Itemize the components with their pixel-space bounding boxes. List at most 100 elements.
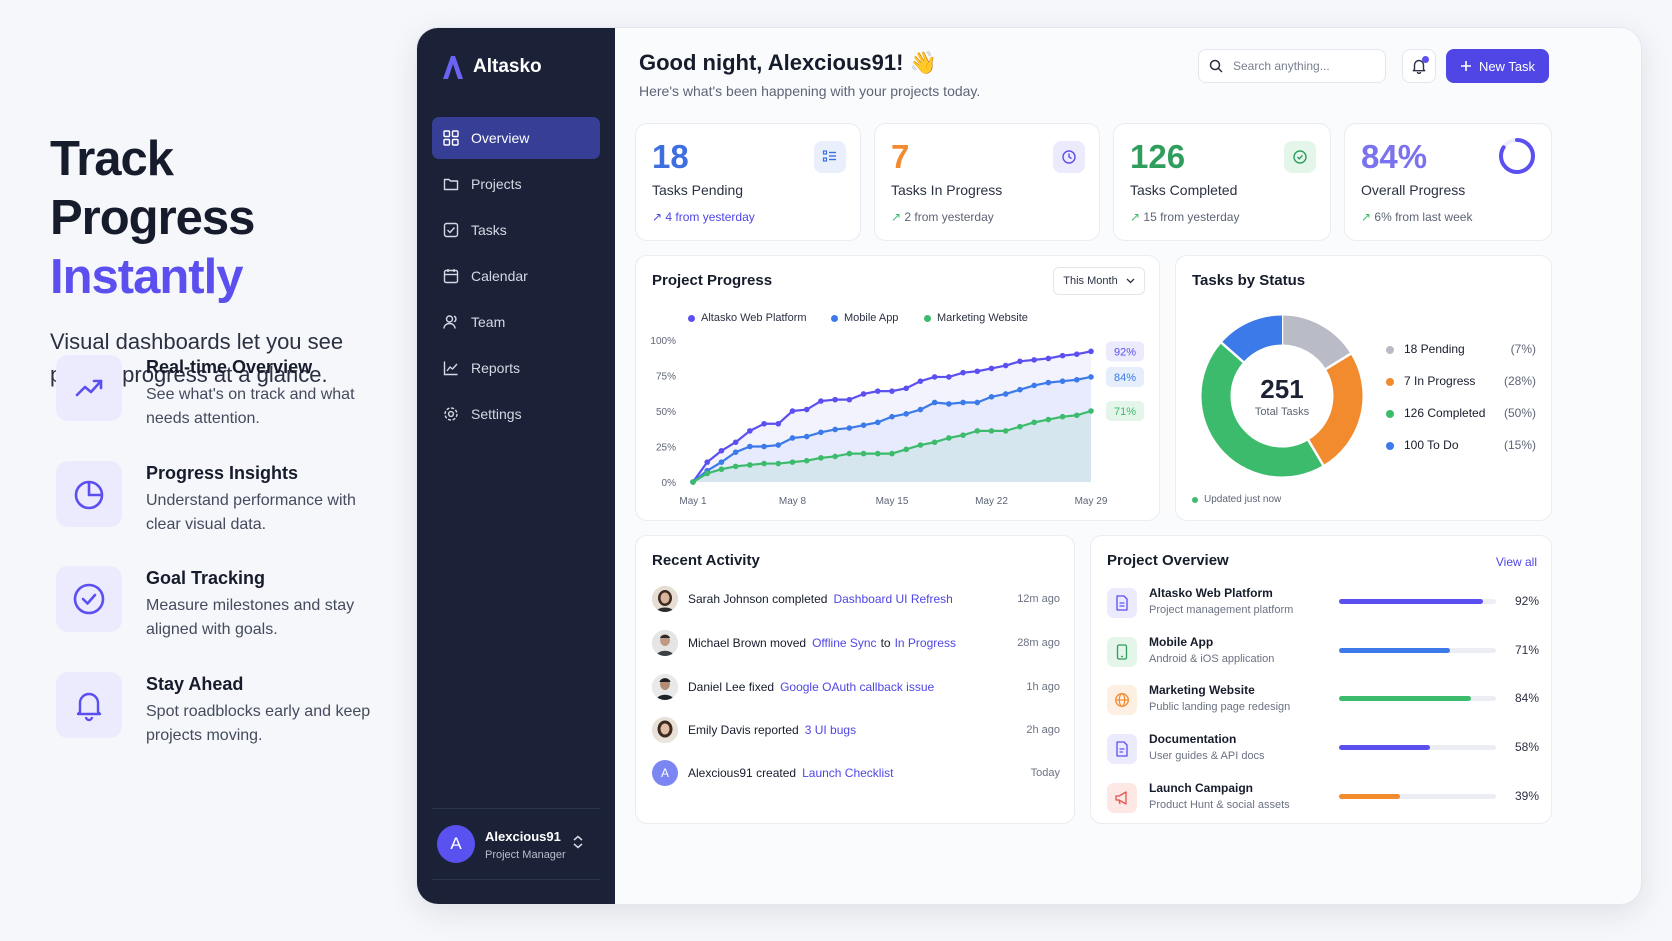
- gear-icon: [444, 407, 458, 421]
- phone-icon: [1107, 637, 1137, 667]
- activity-item[interactable]: Daniel Lee fixed Google OAuth callback is…: [652, 672, 1060, 702]
- feature-title: Goal Tracking: [146, 568, 266, 588]
- activity-action: completed: [772, 592, 828, 606]
- sidebar-item-reports[interactable]: Reports: [432, 347, 600, 389]
- project-name: Marketing Website: [1149, 683, 1255, 697]
- hero-title-line1: Track Progress: [50, 132, 255, 245]
- sidebar-item-calendar[interactable]: Calendar: [432, 255, 600, 297]
- activity-user: Sarah Johnson: [688, 592, 769, 606]
- project-name: Launch Campaign: [1149, 781, 1254, 795]
- sidebar-item-settings[interactable]: Settings: [432, 393, 600, 435]
- sidebar-item-label: Overview: [471, 130, 530, 146]
- clock-icon: [1053, 141, 1085, 173]
- sidebar-item-projects[interactable]: Projects: [432, 163, 600, 205]
- hero: Track Progress Instantly Visual dashboar…: [50, 130, 390, 391]
- progress-ring: [1499, 138, 1535, 174]
- status-pct: (7%): [1510, 342, 1536, 356]
- project-row[interactable]: Launch Campaign Product Hunt & social as…: [1107, 779, 1539, 819]
- donut-separator: [1219, 341, 1245, 364]
- data-point: [1002, 362, 1009, 369]
- stat-card-in-progress[interactable]: 7 Tasks In Progress ↗ 2 from yesterday: [874, 123, 1100, 241]
- stat-change-text: 15 from yesterday: [1143, 210, 1240, 224]
- user-profile[interactable]: A Alexcious91 Project Manager: [432, 808, 600, 880]
- activity-link[interactable]: In Progress: [894, 636, 956, 650]
- stat-card-pending[interactable]: 18 Tasks Pending ↗ 4 from yesterday: [635, 123, 861, 241]
- project-row[interactable]: Documentation User guides & API docs 58%: [1107, 730, 1539, 770]
- project-row[interactable]: Altasko Web Platform Project management …: [1107, 584, 1539, 624]
- avatar: A: [437, 825, 475, 863]
- brand[interactable]: Altasko: [441, 54, 542, 80]
- sidebar-item-overview[interactable]: Overview: [432, 117, 600, 159]
- progress-bar: [1339, 599, 1496, 604]
- sidebar: Altasko Overview Projects Tasks Calendar…: [417, 28, 615, 904]
- project-desc: Project management platform: [1149, 604, 1294, 616]
- activity-link[interactable]: Google OAuth callback issue: [780, 680, 935, 694]
- activity-link[interactable]: Offline Sync: [812, 636, 877, 650]
- activity-middle: to: [880, 636, 891, 650]
- stat-card-completed[interactable]: 126 Tasks Completed ↗ 15 from yesterday: [1113, 123, 1331, 241]
- project-progress-card: Project Progress This Month Altasko Web …: [635, 255, 1160, 521]
- stat-change: ↗ 2 from yesterday: [891, 210, 994, 224]
- data-point: [960, 399, 966, 406]
- sidebar-item-label: Projects: [471, 176, 522, 192]
- search-input[interactable]: Search anything...: [1198, 49, 1386, 83]
- project-row[interactable]: Marketing Website Public landing page re…: [1107, 681, 1539, 721]
- data-point: [860, 422, 867, 428]
- period-select[interactable]: This Month: [1053, 267, 1145, 295]
- donut-slice: [1281, 315, 1351, 370]
- end-value-label: 92%: [1114, 346, 1136, 358]
- line-chart-icon: [443, 361, 458, 376]
- status-dot: [1386, 410, 1394, 418]
- progress-fill: [1339, 599, 1484, 604]
- chevron-down-icon: [1126, 278, 1135, 284]
- activity-link[interactable]: 3 UI bugs: [804, 723, 857, 737]
- data-point: [690, 479, 696, 485]
- avatar: [652, 717, 678, 743]
- legend-item: Marketing Website: [924, 312, 1028, 324]
- view-all-link[interactable]: View all: [1495, 555, 1537, 569]
- data-point: [974, 368, 981, 375]
- data-point: [732, 439, 739, 446]
- data-point: [903, 385, 910, 392]
- donut-slice: [1307, 353, 1363, 466]
- sidebar-item-tasks[interactable]: Tasks: [432, 209, 600, 251]
- y-tick-label: 25%: [656, 443, 676, 454]
- sidebar-item-team[interactable]: Team: [432, 301, 600, 343]
- activity-item[interactable]: Michael Brown moved Offline Sync to In Prog…: [652, 628, 1060, 658]
- donut-slice: [1201, 342, 1324, 477]
- notifications-button[interactable]: [1402, 49, 1436, 83]
- stat-label: Overall Progress: [1361, 182, 1466, 198]
- project-name: Documentation: [1149, 732, 1237, 746]
- activity-link[interactable]: Launch Checklist: [802, 766, 894, 780]
- project-row[interactable]: Mobile App Android & iOS application 71%: [1107, 633, 1539, 673]
- activity-item[interactable]: Sarah Johnson completed Dashboard UI Refr…: [652, 584, 1060, 614]
- end-value-badge: [1106, 366, 1144, 387]
- live-dot: [1192, 496, 1198, 503]
- new-task-button[interactable]: New Task: [1446, 49, 1549, 83]
- activity-link[interactable]: Dashboard UI Refresh: [833, 592, 953, 606]
- legend-dot: [688, 314, 695, 322]
- data-point: [1031, 419, 1037, 426]
- user-role: Project Manager: [485, 849, 566, 861]
- y-tick-label: 0%: [662, 478, 677, 489]
- search-placeholder: Search anything...: [1233, 59, 1330, 73]
- hero-title-line2: Instantly: [50, 250, 243, 304]
- data-point: [946, 401, 952, 407]
- activity-item[interactable]: Emily Davis reported 3 UI bugs 2h ago: [652, 715, 1060, 745]
- end-value-label: 84%: [1114, 372, 1136, 384]
- feature-desc: Understand performance with clear visual…: [146, 492, 356, 533]
- data-point: [1031, 382, 1037, 389]
- activity-text: Alexcious91 created Launch Checklist: [688, 766, 893, 780]
- sidebar-item-label: Calendar: [471, 268, 528, 284]
- activity-action: created: [756, 766, 797, 780]
- feature-title: Real-time Overview: [146, 357, 313, 377]
- stat-change: ↗ 4 from yesterday: [652, 210, 755, 224]
- feature-desc: See what's on track and what needs atten…: [146, 386, 355, 427]
- check-circle-icon: [56, 566, 122, 632]
- stat-card-overall-progress[interactable]: 84% Overall Progress ↗ 6% from last week: [1344, 123, 1552, 241]
- chevron-updown-icon[interactable]: [572, 834, 584, 850]
- status-label: 100 To Do: [1404, 438, 1459, 452]
- activity-item[interactable]: A Alexcious91 created Launch Checklist To…: [652, 758, 1060, 788]
- data-point: [718, 466, 725, 473]
- arrow-up-icon: ↗: [652, 210, 663, 224]
